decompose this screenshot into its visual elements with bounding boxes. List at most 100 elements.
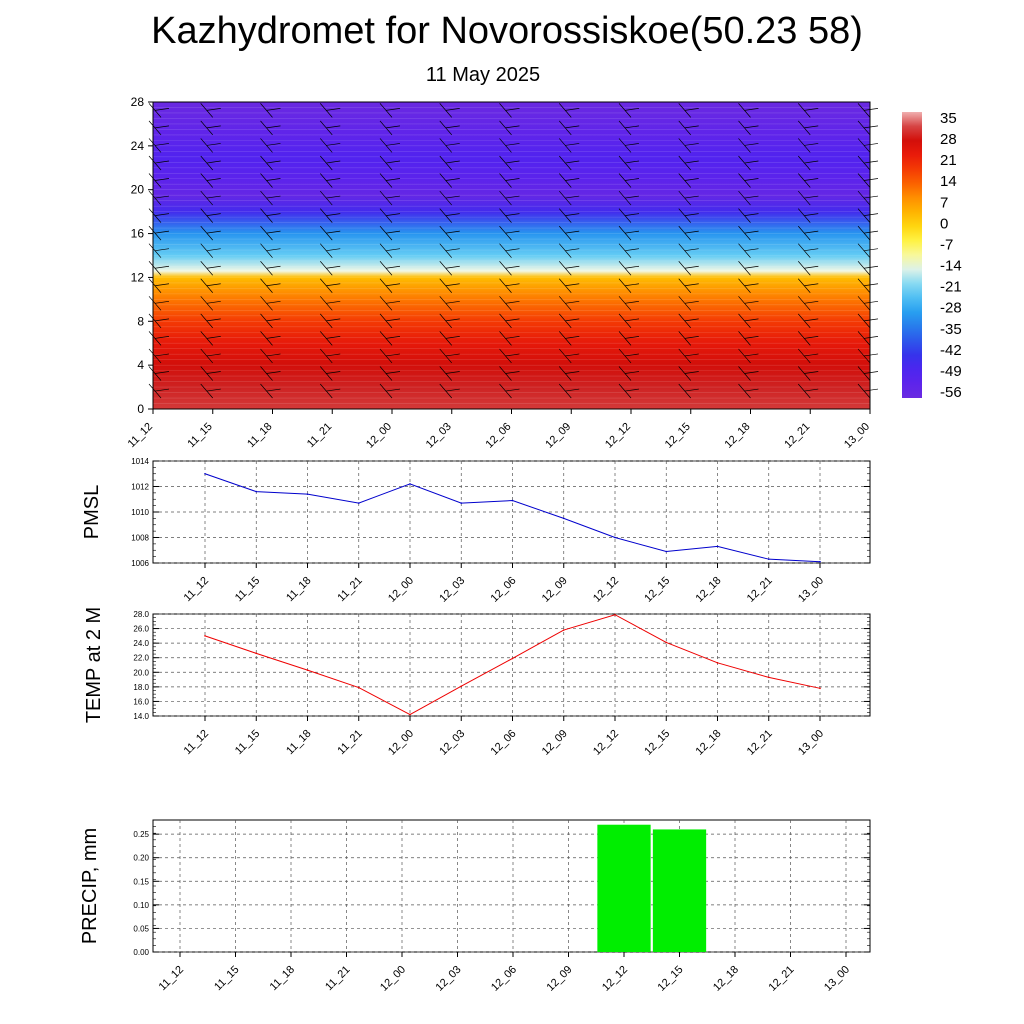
wind-barb: [439, 331, 460, 346]
wind-barb: [499, 225, 520, 241]
wind-barb: [319, 296, 341, 311]
data-point: [306, 669, 309, 671]
y-tick-label: 28.0: [133, 610, 149, 619]
wind-barb: [148, 103, 170, 118]
x-tick-label: 11_18: [284, 728, 314, 758]
wind-barb: [738, 383, 759, 399]
wind-barb: [260, 348, 281, 364]
colorbar-label: -7: [940, 236, 953, 253]
wind-barb: [618, 173, 640, 188]
wind-barb: [379, 190, 401, 206]
data-point: [819, 687, 821, 690]
wind-barb: [379, 138, 401, 153]
temperature-heatmap: 0 4 8 12 16 20 24 28 11_12 11_15 11_18 11_21 12_00 12…: [126, 95, 879, 451]
wind-barb: [499, 261, 520, 276]
wind-barb: [738, 296, 759, 311]
x-tick-label: 11_15: [212, 964, 242, 994]
colorbar-label: 14: [940, 173, 957, 190]
wind-barb: [618, 261, 640, 276]
wind-barb: [738, 225, 759, 241]
heatmap-fill: [153, 102, 870, 409]
wind-barb: [618, 331, 640, 346]
wind-barb: [200, 261, 221, 276]
wind-barb: [148, 348, 170, 364]
wind-barb: [260, 278, 281, 294]
wind-barb: [857, 261, 879, 276]
wind-barb: [379, 278, 401, 294]
colorbar-label: -49: [940, 363, 962, 380]
wind-barb: [558, 313, 580, 329]
wind-barb: [379, 331, 401, 346]
wind-barb: [678, 313, 699, 329]
wind-barb: [379, 313, 401, 329]
wind-barb: [618, 278, 640, 294]
y-axis-label: TEMP at 2 M: [83, 607, 105, 723]
wind-barb: [797, 348, 819, 364]
y-axis-label: PRECIP, mm: [79, 828, 101, 944]
data-point: [614, 613, 616, 616]
wind-barb: [499, 331, 520, 346]
wind-barb: [678, 103, 699, 118]
y-tick-label: 4: [137, 358, 144, 372]
x-tick-label: 11_15: [233, 575, 263, 605]
data-point: [665, 550, 668, 553]
wind-barb: [148, 331, 170, 346]
data-point: [511, 657, 514, 660]
x-tick-label: 12_06: [489, 728, 519, 758]
wind-barb: [857, 348, 879, 364]
x-tick-label: 12_21: [782, 421, 812, 451]
wind-barb: [558, 243, 580, 258]
wind-barb: [148, 208, 170, 223]
x-tick-label: 11_12: [182, 728, 212, 758]
wind-barb: [200, 366, 221, 381]
x-tick-label: 12_15: [663, 421, 693, 451]
wind-barb: [678, 120, 699, 136]
wind-barb: [618, 366, 640, 381]
wind-barb: [678, 296, 699, 311]
wind-barb: [148, 366, 170, 381]
wind-barb: [499, 173, 520, 188]
wind-barb: [857, 120, 879, 136]
wind-barb: [558, 190, 580, 206]
data-point: [255, 652, 258, 655]
wind-barb: [857, 225, 879, 241]
wind-barb: [319, 138, 341, 153]
colorbar-label: -21: [940, 279, 962, 296]
wind-barb: [148, 138, 170, 153]
wind-barb: [200, 190, 221, 206]
data-point: [204, 472, 206, 475]
wind-barb: [678, 331, 699, 346]
y-tick-label: 0.15: [133, 877, 149, 886]
wind-barb: [797, 331, 819, 346]
wind-barb: [319, 120, 341, 136]
x-tick-label: 12_03: [434, 964, 464, 994]
colorbar-label: 28: [940, 131, 957, 148]
y-tick-label: 20: [131, 183, 145, 197]
data-point: [460, 685, 463, 687]
wind-barb: [200, 138, 221, 153]
wind-barb: [499, 383, 520, 399]
wind-barb: [439, 103, 460, 118]
x-tick-label: 12_00: [378, 964, 408, 994]
wind-barb: [558, 366, 580, 381]
wind-barb: [558, 348, 580, 364]
x-tick-label: 12_15: [642, 575, 672, 605]
wind-barb: [439, 138, 460, 153]
x-tick-label: 11_21: [323, 964, 353, 994]
data-point: [767, 676, 770, 679]
y-axis-label: PMSL: [81, 485, 103, 539]
x-tick-label: 12_06: [489, 575, 519, 605]
wind-barb: [379, 243, 401, 258]
colorbar: 35 28 21 14 7 0 -7 -14 -21 -28 -35 -42 -49 -56: [902, 110, 962, 401]
wind-barb: [200, 383, 221, 399]
wind-barb: [558, 278, 580, 294]
wind-barb: [558, 120, 580, 136]
wind-barb: [439, 261, 460, 276]
wind-barb: [797, 261, 819, 276]
wind-barb: [558, 208, 580, 223]
colorbar-label: -42: [940, 342, 962, 359]
temp2m-panel: 14.0 16.0 18.0 20.0 22.0 24.0 26.0 28.0 11_12 11_…: [83, 607, 871, 758]
wind-barb: [618, 120, 640, 136]
wind-barb: [678, 225, 699, 241]
wind-barb: [200, 120, 221, 136]
